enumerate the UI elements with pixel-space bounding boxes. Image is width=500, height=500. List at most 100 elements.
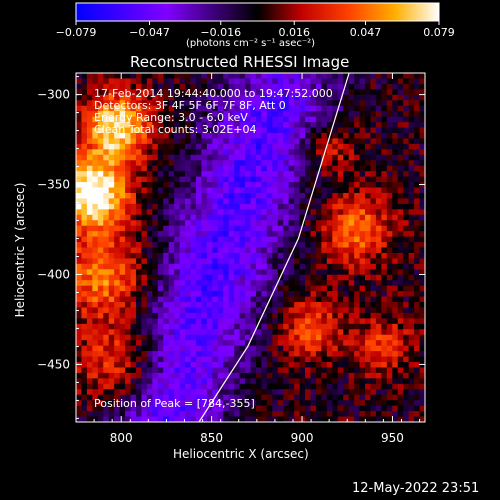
heatmap-cell xyxy=(130,192,137,200)
heatmap-cell xyxy=(125,198,132,205)
heatmap-cell xyxy=(272,356,279,363)
heatmap-cell xyxy=(125,187,132,194)
heatmap-cell xyxy=(326,192,333,200)
heatmap-cell xyxy=(141,122,148,129)
heatmap-cell xyxy=(152,411,159,418)
heatmap-cell xyxy=(234,105,241,112)
heatmap-cell xyxy=(108,89,115,96)
heatmap-cell xyxy=(201,154,208,161)
heatmap-cell xyxy=(370,220,377,227)
heatmap-cell xyxy=(250,100,257,107)
heatmap-cell xyxy=(408,269,415,276)
heatmap-cell xyxy=(223,334,230,341)
heatmap-cell xyxy=(397,231,404,238)
heatmap-cell xyxy=(305,231,312,238)
heatmap-cell xyxy=(97,416,104,422)
heatmap-cell xyxy=(305,389,312,396)
heatmap-cell xyxy=(125,209,132,216)
heatmap-cell xyxy=(310,198,317,205)
heatmap-cell xyxy=(381,89,388,96)
heatmap-cell xyxy=(403,367,410,374)
heatmap-cell xyxy=(234,351,241,358)
heatmap-cell xyxy=(212,389,219,396)
heatmap-cell xyxy=(310,318,317,325)
heatmap-cell xyxy=(239,416,246,422)
heatmap-cell xyxy=(135,138,143,145)
heatmap-cell xyxy=(370,334,377,341)
heatmap-cell xyxy=(266,411,273,418)
heatmap-cell xyxy=(315,154,322,161)
heatmap-cell xyxy=(299,394,306,401)
heatmap-cell xyxy=(174,372,181,379)
heatmap-cell xyxy=(365,198,372,205)
heatmap-cell xyxy=(179,105,186,112)
heatmap-cell xyxy=(310,83,317,90)
heatmap-cell xyxy=(174,176,181,183)
heatmap-cell xyxy=(261,127,268,134)
heatmap-cell xyxy=(228,400,235,407)
heatmap-cell xyxy=(157,209,164,216)
heatmap-cell xyxy=(315,274,322,281)
heatmap-cell xyxy=(119,78,126,85)
heatmap-cell xyxy=(419,94,425,101)
heatmap-cell xyxy=(255,372,262,379)
heatmap-cell xyxy=(157,182,164,189)
heatmap-cell xyxy=(321,329,328,336)
heatmap-cell xyxy=(408,127,415,134)
heatmap-cell xyxy=(332,231,339,238)
heatmap-cell xyxy=(419,89,425,96)
heatmap-cell xyxy=(217,111,224,118)
heatmap-cell xyxy=(403,176,410,183)
heatmap-cell xyxy=(332,242,339,249)
heatmap-cell xyxy=(381,209,388,216)
heatmap-cell xyxy=(97,389,104,396)
heatmap-cell xyxy=(386,334,393,341)
heatmap-cell xyxy=(152,78,159,85)
heatmap-cell xyxy=(277,372,284,379)
heatmap-cell xyxy=(392,329,399,336)
heatmap-cell xyxy=(130,73,137,80)
heatmap-cell xyxy=(163,394,170,401)
heatmap-cell xyxy=(261,274,268,281)
heatmap-cell xyxy=(125,225,132,232)
heatmap-cell xyxy=(337,340,344,347)
heatmap-cell xyxy=(86,209,93,216)
heatmap-cell xyxy=(201,198,208,205)
heatmap-cell xyxy=(223,111,230,118)
heatmap-cell xyxy=(305,394,312,401)
heatmap-cell xyxy=(212,78,219,85)
heatmap-cell xyxy=(152,160,159,167)
heatmap-cell xyxy=(103,203,110,210)
heatmap-cell xyxy=(108,258,115,265)
heatmap-cell xyxy=(343,132,350,140)
heatmap-cell xyxy=(283,236,290,243)
heatmap-cell xyxy=(228,105,235,112)
heatmap-cell xyxy=(157,405,164,412)
heatmap-cell xyxy=(245,231,252,238)
heatmap-cell xyxy=(337,143,344,150)
heatmap-cell xyxy=(239,209,246,216)
heatmap-cell xyxy=(315,356,322,363)
heatmap-cell xyxy=(206,83,213,90)
heatmap-cell xyxy=(321,231,328,238)
heatmap-cell xyxy=(190,367,197,374)
heatmap-cell xyxy=(212,100,219,107)
heatmap-cell xyxy=(152,138,159,145)
heatmap-cell xyxy=(97,132,104,140)
heatmap-cell xyxy=(81,154,88,161)
heatmap-cell xyxy=(146,122,153,129)
heatmap-cell xyxy=(152,400,159,407)
heatmap-cell xyxy=(255,274,262,281)
heatmap-cell xyxy=(185,225,192,232)
heatmap-cell xyxy=(305,372,312,379)
heatmap-cell xyxy=(392,111,399,118)
heatmap-cell xyxy=(174,160,181,167)
heatmap-cell xyxy=(305,329,312,336)
heatmap-cell xyxy=(239,78,246,85)
heatmap-cell xyxy=(403,351,410,358)
heatmap-cell xyxy=(174,122,181,129)
heatmap-cell xyxy=(195,351,203,358)
heatmap-cell xyxy=(81,78,88,85)
heatmap-cell xyxy=(375,389,382,396)
heatmap-cell xyxy=(239,378,246,385)
